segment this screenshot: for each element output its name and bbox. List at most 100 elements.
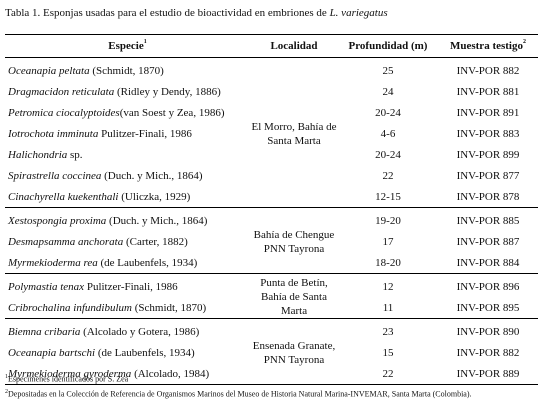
species-name: Polymastia tenax [8, 280, 85, 293]
voucher-cell: INV-POR 878 [456, 190, 520, 203]
species-name: Oceanapia bartschi [8, 346, 96, 359]
species-name: Spirastrella coccinea [8, 169, 102, 182]
species-name: Cinachyrella kuekenthali [8, 190, 119, 203]
depth-cell: 25 [382, 64, 394, 77]
species-author: (van Soest y Zea, 1986) [119, 106, 225, 119]
species-cell: Myrmekioderma rea (de Laubenfels, 1934) [5, 252, 250, 274]
species-author: Pulitzer-Finali, 1986 [84, 280, 178, 293]
table-row: Biemna cribaria (Alcolado y Gotera, 1986… [5, 319, 538, 366]
species-cell: Desmapsamma anchorata (Carter, 1882) [5, 231, 250, 252]
header-muestra-testigo: Muestra testigo2 [438, 34, 538, 58]
table-row: Polymastia tenax Pulitzer-Finali, 1986 Pu… [5, 274, 538, 317]
voucher-cell: INV-POR 883 [456, 127, 520, 140]
caption-text: Tabla 1. Esponjas usadas para el estudio… [5, 7, 330, 19]
locality-cell: Bahía de Chengue PNN Tayrona [253, 228, 335, 255]
species-name: Dragmacidon reticulata [8, 85, 115, 98]
species-cell: Halichondria sp. [5, 144, 250, 165]
depth-cell: 20-24 [375, 148, 401, 161]
table-row: Desmapsamma anchorata (Carter, 1882) 17 IN… [5, 231, 538, 252]
species-author: sp. [67, 148, 83, 161]
depth-cell: 22 [382, 169, 394, 182]
table-row: Dragmacidon reticulata (Ridley y Dendy, … [5, 81, 538, 102]
voucher-cell: INV-POR 884 [456, 256, 520, 269]
depth-cell: 20-24 [375, 106, 401, 119]
voucher-cell: INV-POR 877 [456, 169, 520, 182]
table-row: Myrmekioderma rea (de Laubenfels, 1934) 1… [5, 252, 538, 274]
locality-group: Biemna cribaria (Alcolado y Gotera, 1986… [5, 319, 538, 385]
depth-cell: 24 [382, 85, 394, 98]
species-cell: Myrmekioderma gyroderma (Alcolado, 1984) [5, 363, 250, 385]
species-author: (de Laubenfels, 1934) [97, 256, 198, 269]
species-name: Biemna cribaria [8, 325, 81, 338]
species-cell: Cribrochalina infundibulum (Schmidt, 187… [5, 297, 250, 319]
voucher-cell: INV-POR 896 [456, 280, 520, 293]
voucher-cell: INV-POR 891 [456, 106, 520, 119]
table-row: Spirastrella coccinea (Duch. y Mich., 18… [5, 165, 538, 186]
table-row: Myrmekioderma gyroderma (Alcolado, 1984)… [5, 363, 538, 385]
species-author: (Uliczka, 1929) [118, 190, 191, 203]
depth-cell: 23 [382, 325, 394, 338]
species-cell: Cinachyrella kuekenthali (Uliczka, 1929) [5, 186, 250, 208]
header-profundidad: Profundidad (m) [338, 34, 438, 58]
table-row: Oceanapia bartschi (de Laubenfels, 1934)… [5, 342, 538, 363]
voucher-cell: INV-POR 882 [456, 64, 520, 77]
species-author: (Alcolado, 1984) [131, 367, 210, 380]
species-cell: Iotrochota imminuta Pulitzer-Finali, 198… [5, 123, 250, 144]
table-row: Iotrochota imminuta Pulitzer-Finali, 198… [5, 123, 538, 144]
species-author: (Schmidt, 1870) [89, 64, 164, 77]
species-name: Desmapsamma anchorata [8, 235, 124, 248]
species-cell: Biemna cribaria (Alcolado y Gotera, 1986… [5, 319, 250, 343]
species-author: (Duch. y Mich., 1864) [106, 214, 208, 227]
depth-cell: 12 [382, 280, 394, 293]
voucher-cell: INV-POR 887 [456, 235, 520, 248]
depth-cell: 19-20 [375, 214, 401, 227]
species-name: Cribrochalina infundibulum [8, 301, 132, 314]
voucher-cell: INV-POR 881 [456, 85, 520, 98]
sponge-table: Especie1 Localidad Profundidad (m) Muest… [5, 34, 538, 385]
voucher-cell: INV-POR 889 [456, 367, 520, 380]
species-cell: Oceanapia bartschi (de Laubenfels, 1934) [5, 342, 250, 363]
depth-cell: 18-20 [375, 256, 401, 269]
table-row: Halichondria sp. 20-24 INV-POR 899 [5, 144, 538, 165]
locality-group: Xestospongia proxima (Duch. y Mich., 186… [5, 208, 538, 274]
species-author: (Schmidt, 1870) [131, 301, 207, 314]
header-row: Especie1 Localidad Profundidad (m) Muest… [5, 34, 538, 58]
species-cell: Spirastrella coccinea (Duch. y Mich., 18… [5, 165, 250, 186]
footnote-1: 1Especímenes identificados por S. Zea [5, 374, 129, 384]
species-author: (Duch. y Mich., 1864) [101, 169, 203, 182]
species-author: (Ridley y Dendy, 1886) [114, 85, 221, 98]
species-author: (Alcolado y Gotera, 1986) [80, 325, 200, 338]
voucher-cell: INV-POR 895 [456, 301, 520, 314]
table-row: Xestospongia proxima (Duch. y Mich., 186… [5, 208, 538, 255]
header-localidad: Localidad [250, 34, 338, 58]
species-cell: Dragmacidon reticulata (Ridley y Dendy, … [5, 81, 250, 102]
table-row: Cribrochalina infundibulum (Schmidt, 187… [5, 297, 538, 319]
locality-group: Polymastia tenax Pulitzer-Finali, 1986 Pu… [5, 274, 538, 319]
locality-cell: El Morro, Bahía de Santa Marta [251, 120, 337, 147]
depth-cell: 15 [382, 346, 394, 359]
species-author: Pulitzer-Finali, 1986 [98, 127, 192, 140]
species-name: Myrmekioderma rea [8, 256, 98, 269]
voucher-cell: INV-POR 890 [456, 325, 520, 338]
table-row: Cinachyrella kuekenthali (Uliczka, 1929)… [5, 186, 538, 208]
footnote-2: 2Depositadas en la Colección de Referenc… [5, 389, 472, 399]
species-name: Oceanapia peltata [8, 64, 90, 77]
species-name: Xestospongia proxima [8, 214, 107, 227]
species-name: Myrmekioderma gyroderma [8, 367, 132, 380]
species-name: Petromica ciocalyptoides [8, 106, 120, 119]
table-caption: Tabla 1. Esponjas usadas para el estudio… [5, 7, 388, 19]
depth-cell: 17 [382, 235, 394, 248]
species-cell: Oceanapia peltata (Schmidt, 1870) [5, 58, 250, 82]
species-cell: Polymastia tenax Pulitzer-Finali, 1986 [5, 274, 250, 298]
depth-cell: 12-15 [375, 190, 401, 203]
voucher-cell: INV-POR 885 [456, 214, 520, 227]
locality-group: Oceanapia peltata (Schmidt, 1870) El Morr… [5, 58, 538, 208]
depth-cell: 22 [382, 367, 394, 380]
species-cell: Xestospongia proxima (Duch. y Mich., 186… [5, 208, 250, 232]
species-author: (de Laubenfels, 1934) [95, 346, 195, 359]
species-cell: Petromica ciocalyptoides(van Soest y Zea… [5, 102, 250, 123]
species-author: (Carter, 1882) [123, 235, 188, 248]
depth-cell: 4-6 [380, 127, 396, 140]
table-row: Petromica ciocalyptoides(van Soest y Zea… [5, 102, 538, 123]
table-row: Oceanapia peltata (Schmidt, 1870) El Morr… [5, 58, 538, 147]
